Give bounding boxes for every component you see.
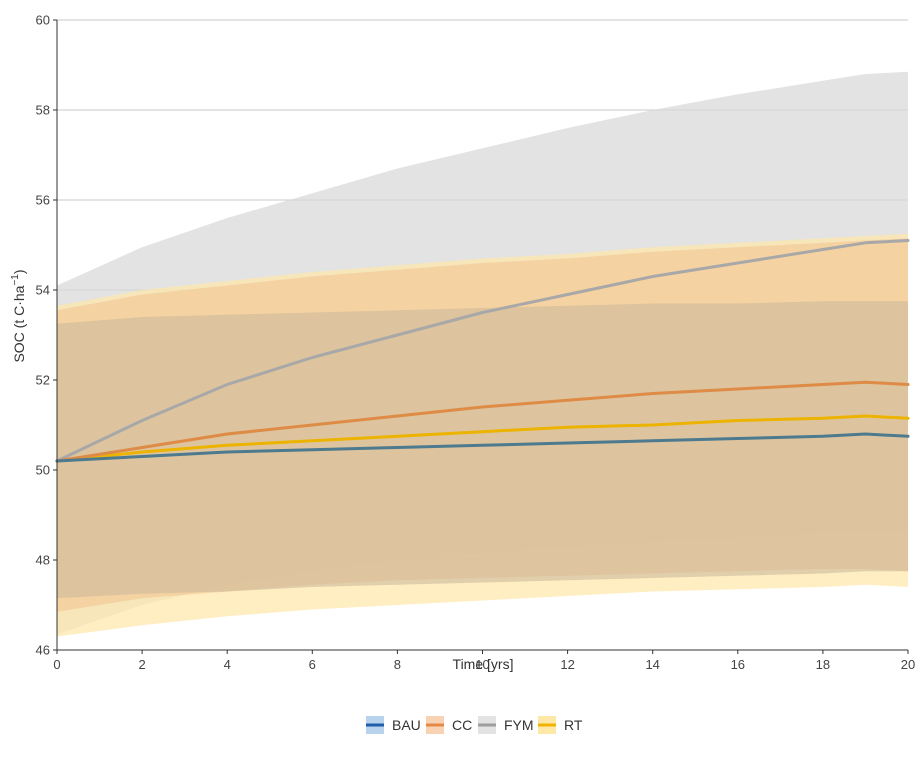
- x-tick-label-14: 14: [645, 657, 659, 672]
- y-tick-label-52: 52: [36, 373, 50, 388]
- x-axis-title: Time [yrs]: [453, 656, 514, 672]
- x-tick-label-18: 18: [816, 657, 830, 672]
- y-tick-label-58: 58: [36, 103, 50, 118]
- legend-item-rt: RT: [538, 716, 583, 734]
- x-tick-label-0: 0: [53, 657, 60, 672]
- y-tick-label-46: 46: [36, 643, 50, 658]
- series-lines: [55, 239, 910, 463]
- x-tick-label-12: 12: [560, 657, 574, 672]
- legend-item-cc: CC: [426, 716, 472, 734]
- line-bau: [55, 432, 910, 463]
- legend-label-rt: RT: [564, 717, 583, 733]
- y-axis-title: SOC (t C·ha−1): [10, 269, 27, 362]
- x-tick-label-8: 8: [394, 657, 401, 672]
- legend: BAU CC FYM RT: [366, 716, 583, 734]
- x-tick-label-20: 20: [901, 657, 915, 672]
- y-tick-label-48: 48: [36, 553, 50, 568]
- y-tick-label-54: 54: [36, 283, 50, 298]
- x-tick-label-2: 2: [138, 657, 145, 672]
- band-bau: [57, 301, 908, 599]
- line-cc: [55, 380, 910, 463]
- y-axis-title-main: SOC (t C·ha: [11, 285, 27, 362]
- x-tick-label-6: 6: [309, 657, 316, 672]
- x-tick-label-10: 10: [475, 657, 489, 672]
- x-tick-label-16: 16: [731, 657, 745, 672]
- uncertainty-bands: [57, 71, 908, 637]
- legend-label-cc: CC: [452, 717, 472, 733]
- legend-item-bau: BAU: [366, 716, 421, 734]
- line-rt: [55, 414, 910, 463]
- y-tick-label-60: 60: [36, 13, 50, 28]
- legend-label-bau: BAU: [392, 717, 421, 733]
- y-axis-title-close: ): [11, 269, 27, 274]
- legend-label-fym: FYM: [504, 717, 534, 733]
- line-fym: [55, 239, 910, 463]
- y-axis-title-superscript: −1: [10, 274, 21, 286]
- y-tick-label-56: 56: [36, 193, 50, 208]
- x-tick-label-4: 4: [224, 657, 231, 672]
- y-tick-label-50: 50: [36, 463, 50, 478]
- legend-item-fym: FYM: [478, 716, 534, 734]
